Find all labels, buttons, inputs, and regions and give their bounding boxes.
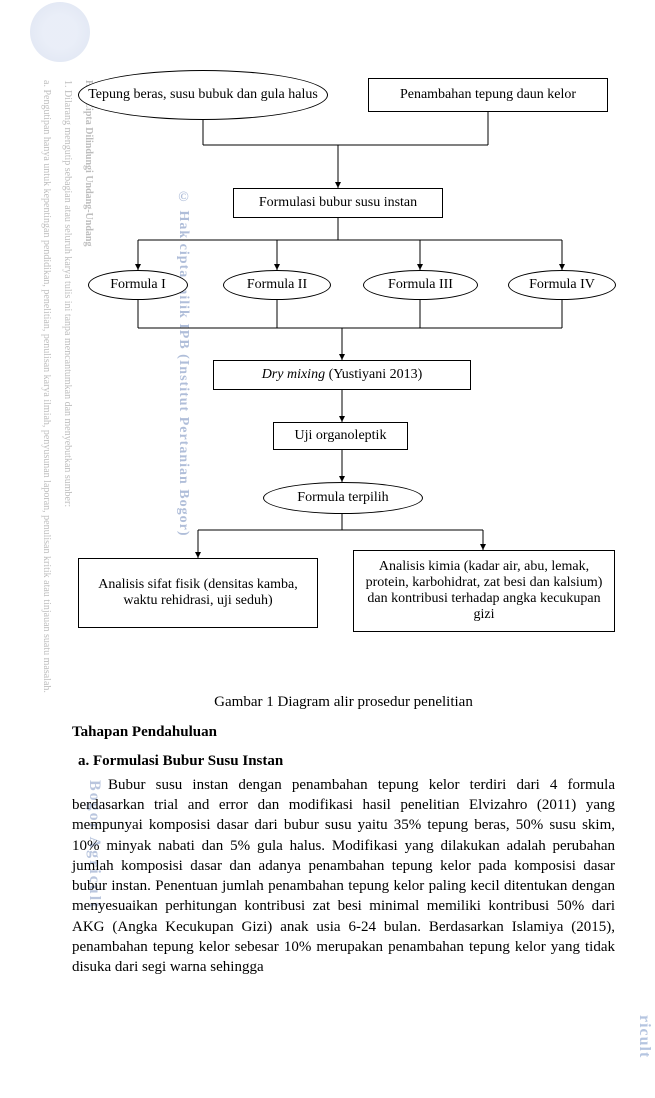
- flow-node-f4: Formula IV: [508, 270, 616, 300]
- flow-node-f3: Formula III: [363, 270, 478, 300]
- heading-formulasi: a. Formulasi Bubur Susu Instan: [72, 751, 615, 771]
- body-text: Gambar 1 Diagram alir prosedur penelitia…: [72, 688, 615, 977]
- flow-node-f2: Formula II: [223, 270, 331, 300]
- flow-node-n1: Tepung beras, susu bubuk dan gula halus: [78, 70, 328, 120]
- flow-node-n3: Formulasi bubur susu instan: [233, 188, 443, 218]
- wm-line3: a. Pengutipan hanya untuk kepentingan pe…: [41, 80, 52, 1098]
- flow-node-n2: Penambahan tepung daun kelor: [368, 78, 608, 112]
- figure-caption: Gambar 1 Diagram alir prosedur penelitia…: [72, 692, 615, 712]
- flow-node-f1: Formula I: [88, 270, 188, 300]
- flow-node-n4: Dry mixing (Yustiyani 2013): [213, 360, 471, 390]
- flowchart: Tepung beras, susu bubuk dan gula halus P…: [78, 70, 618, 670]
- flow-node-n7: Analisis sifat fisik (densitas kamba, wa…: [78, 558, 318, 628]
- flow-node-n8: Analisis kimia (kadar air, abu, lemak, p…: [353, 550, 615, 632]
- right-watermark: ricult: [635, 1015, 653, 1058]
- flow-node-n6: Formula terpilih: [263, 482, 423, 514]
- flow-node-n5: Uji organoleptik: [273, 422, 408, 450]
- heading-tahapan: Tahapan Pendahuluan: [72, 722, 615, 742]
- paragraph-body: Bubur susu instan dengan penambahan tepu…: [72, 775, 615, 978]
